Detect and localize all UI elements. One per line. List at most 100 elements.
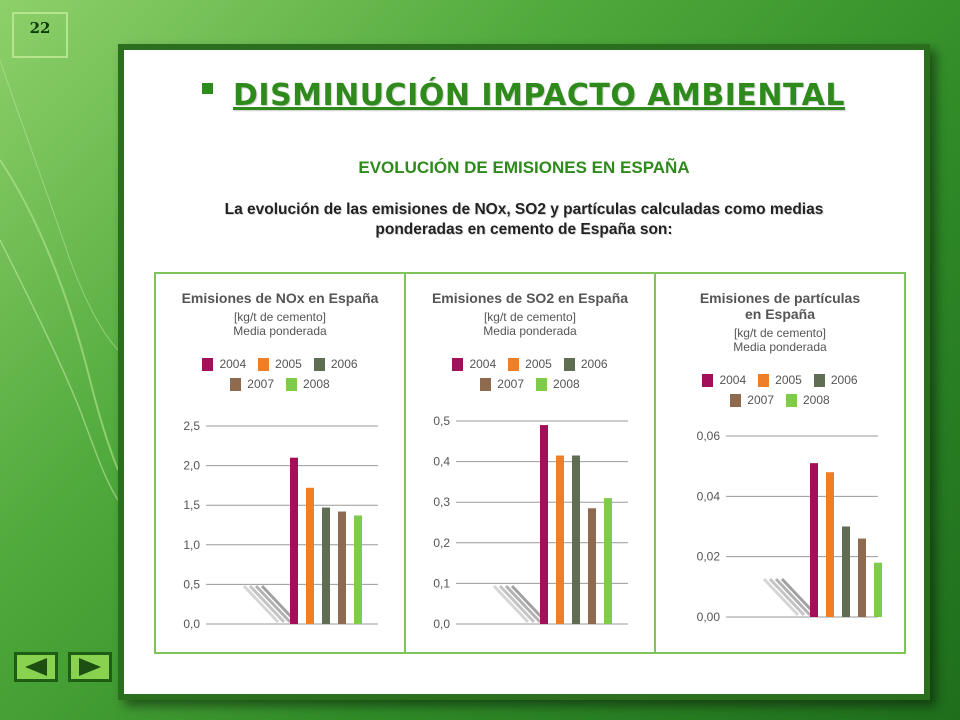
- y-tick-label: 0,06: [697, 429, 721, 443]
- y-tick-label: 2,5: [183, 419, 200, 433]
- legend-label: 2008: [303, 377, 330, 391]
- so2-chart-cell: Emisiones de SO2 en España [kg/t de cemen…: [406, 274, 656, 652]
- legend-swatch: [758, 373, 770, 387]
- y-tick-label: 0,02: [697, 550, 721, 564]
- bar-2008: [874, 562, 882, 617]
- legend-row: 2007 2008: [406, 374, 654, 394]
- legend-swatch: [536, 377, 547, 391]
- bar-2006: [842, 526, 850, 617]
- y-tick-label: 0,5: [433, 414, 450, 428]
- bar-2005: [306, 487, 314, 624]
- legend-swatch: [313, 357, 325, 371]
- decorative-stripe: [762, 577, 800, 617]
- bar-2007: [338, 511, 346, 624]
- legend-label: 2004: [469, 357, 497, 371]
- legend-swatch: [508, 357, 520, 371]
- chart-title: Emisiones de SO2 en España: [406, 290, 654, 306]
- legend-label: 2006: [330, 357, 358, 371]
- bar-chart: 0,5 0,4 0,3 0,2 0,1 0,0: [433, 414, 628, 631]
- legend-item: 2005: [508, 357, 552, 371]
- legend-label: 2006: [830, 373, 858, 387]
- chart-subtitle: [kg/t de cemento] Media ponderada: [406, 310, 654, 338]
- bar-2007: [588, 508, 596, 624]
- y-tick-label: 1,0: [183, 538, 200, 552]
- legend-item: 2008: [536, 377, 580, 391]
- bar-2006: [572, 455, 580, 624]
- legend-label: 2005: [275, 357, 302, 371]
- arrow-left-icon: [25, 658, 47, 676]
- legend-swatch: [258, 357, 270, 371]
- y-tick-label: 0,2: [433, 536, 450, 550]
- bar-2005: [826, 472, 834, 617]
- chart-note: Media ponderada: [483, 324, 577, 338]
- legend-label: 2007: [247, 377, 274, 391]
- slide-subtitle: EVOLUCIÓN DE EMISIONES EN ESPAÑA: [358, 158, 690, 177]
- bar-chart: 2,5 2,0 1,5 1,0 0,5 0,0: [183, 419, 378, 631]
- legend-item: 2007: [230, 377, 274, 391]
- legend-item: 2006: [313, 357, 358, 371]
- chart-legend: 2004 2005 2006 2007 2008: [656, 370, 904, 410]
- y-tick-label: 1,5: [183, 498, 200, 512]
- decorative-stripe: [498, 584, 536, 624]
- legend-swatch: [563, 357, 575, 371]
- chart-title: Emisiones de partículas en España: [656, 290, 904, 322]
- slide-navigation: [14, 652, 112, 682]
- legend-swatch: [452, 357, 464, 371]
- legend-row: 2004 2005 2006: [156, 354, 404, 374]
- y-tick-label: 0,0: [183, 617, 200, 631]
- chart-note: Media ponderada: [233, 324, 327, 338]
- legend-swatch: [230, 377, 242, 391]
- decorative-stripe: [774, 577, 812, 617]
- legend-swatch: [702, 373, 714, 387]
- bar-2004: [540, 425, 548, 624]
- decorative-stripe: [254, 584, 292, 624]
- y-tick-label: 0,5: [183, 577, 200, 591]
- legend-item: 2007: [730, 393, 774, 407]
- slide-number: 22: [12, 12, 68, 58]
- decorative-stripe: [504, 584, 542, 624]
- bar-2007: [858, 538, 866, 617]
- chart-subtitle: [kg/t de cemento] Media ponderada: [156, 310, 404, 338]
- bar-2006: [322, 507, 330, 624]
- chart-title-line: Emisiones de partículas: [699, 290, 861, 306]
- chart-unit: [kg/t de cemento]: [483, 310, 577, 324]
- legend-swatch: [786, 393, 797, 407]
- chart-title: Emisiones de NOx en España: [156, 290, 404, 306]
- chart-title-line: Emisiones de SO2 en España: [431, 290, 629, 306]
- legend-swatch: [202, 357, 214, 371]
- y-tick-label: 0,4: [433, 455, 450, 469]
- legend-swatch: [286, 377, 297, 391]
- chart-unit: [kg/t de cemento]: [233, 310, 327, 324]
- decorative-stripe: [248, 584, 286, 624]
- legend-item: 2008: [286, 377, 330, 391]
- bar-2004: [290, 457, 298, 624]
- y-tick-label: 0,00: [697, 610, 721, 624]
- y-tick-label: 0,0: [433, 617, 450, 631]
- legend-label: 2008: [803, 393, 830, 407]
- y-tick-label: 0,3: [433, 495, 450, 509]
- intro-line-1: La evolución de las emisiones de NOx, SO…: [224, 201, 824, 218]
- legend-label: 2006: [580, 357, 608, 371]
- legend-label: 2005: [775, 373, 802, 387]
- chart-note: Media ponderada: [733, 340, 827, 354]
- intro-paragraph: La evolución de las emisiones de NOx, SO…: [174, 200, 874, 240]
- nox-chart-cell: Emisiones de NOx en España [kg/t de cemen…: [156, 274, 406, 652]
- chart-legend: 2004 2005 2006 2007 2008: [406, 354, 654, 394]
- chart-unit: [kg/t de cemento]: [733, 326, 827, 340]
- slide-heading: DISMINUCIÓN IMPACTO AMBIENTAL: [202, 78, 845, 113]
- particles-chart-cell: Emisiones de partículas en España [kg/t de…: [656, 274, 904, 652]
- legend-item: 2007: [480, 377, 524, 391]
- legend-item: 2004: [202, 357, 246, 371]
- legend-item: 2004: [452, 357, 496, 371]
- next-slide-button[interactable]: [68, 652, 112, 682]
- chart-title-line: en España: [744, 306, 816, 322]
- y-tick-label: 0,1: [433, 576, 450, 590]
- emissions-charts-table: Emisiones de NOx en España [kg/t de cemen…: [154, 272, 906, 654]
- chart-legend: 2004 2005 2006 2007 2008: [156, 354, 404, 394]
- legend-row: 2004 2005 2006: [406, 354, 654, 374]
- legend-row: 2004 2005 2006: [656, 370, 904, 390]
- legend-row: 2007 2008: [656, 390, 904, 410]
- legend-item: 2005: [258, 357, 302, 371]
- previous-slide-button[interactable]: [14, 652, 58, 682]
